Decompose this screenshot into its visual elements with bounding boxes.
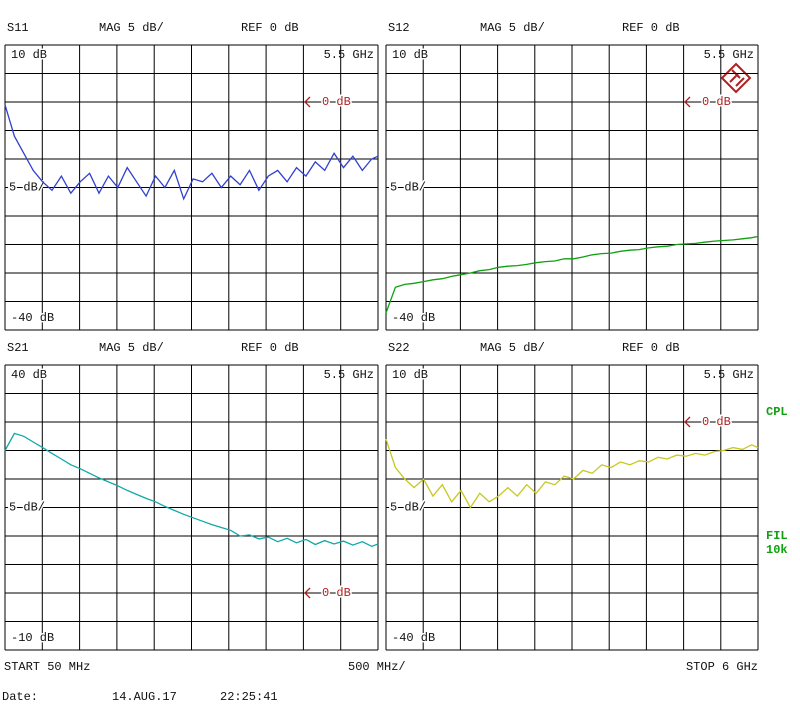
marker-label: 5.5 GHz	[324, 368, 374, 382]
logo	[720, 62, 752, 94]
y-tick-label: 10 dB	[392, 48, 428, 62]
start-label: START 50 MHz	[4, 660, 90, 674]
ref-label: 0 dB	[322, 95, 351, 109]
ref-label: 0 dB	[702, 415, 731, 429]
y-tick-label: -10 dB	[11, 631, 54, 645]
trace-name: S21	[7, 341, 29, 355]
y-tick-label: 10 dB	[392, 368, 428, 382]
y-tick-label: 10 dB	[11, 48, 47, 62]
trace-name: S22	[388, 341, 410, 355]
scale-header: MAG 5 dB/	[99, 341, 164, 355]
bw-label: 10k	[766, 543, 788, 557]
cpl-label: CPL	[766, 405, 788, 419]
ref-label: 0 dB	[322, 586, 351, 600]
date-label: Date:	[2, 690, 38, 704]
fil-label: FIL	[766, 529, 788, 543]
marker-label: 5.5 GHz	[324, 48, 374, 62]
stop-label: STOP 6 GHz	[686, 660, 758, 674]
ref-marker	[684, 96, 691, 108]
y-tick-label: -40 dB	[11, 311, 54, 325]
trace-name: S11	[7, 21, 29, 35]
ref-marker	[304, 587, 311, 599]
scale-label: 5 dB/	[9, 501, 45, 515]
ref-label: 0 dB	[702, 95, 731, 109]
marker-label: 5.5 GHz	[704, 48, 754, 62]
marker-label: 5.5 GHz	[704, 368, 754, 382]
time: 22:25:41	[220, 690, 278, 704]
trace	[385, 438, 759, 509]
ref-marker	[304, 96, 311, 108]
trace	[4, 104, 379, 201]
ref-header: REF 0 dB	[241, 21, 299, 35]
y-tick-label: 40 dB	[11, 368, 47, 382]
span-label: 500 MHz/	[348, 660, 406, 674]
scale-label: 5 dB/	[390, 501, 426, 515]
ref-marker	[684, 416, 691, 428]
y-tick-label: -40 dB	[392, 631, 435, 645]
ref-header: REF 0 dB	[622, 21, 680, 35]
date: 14.AUG.17	[112, 690, 177, 704]
trace-name: S12	[388, 21, 410, 35]
ref-header: REF 0 dB	[622, 341, 680, 355]
scale-header: MAG 5 dB/	[480, 21, 545, 35]
scale-header: MAG 5 dB/	[480, 341, 545, 355]
trace	[385, 235, 759, 314]
trace	[4, 432, 379, 548]
scale-label: 5 dB/	[9, 181, 45, 195]
ref-header: REF 0 dB	[241, 341, 299, 355]
scale-label: 5 dB/	[390, 181, 426, 195]
scale-header: MAG 5 dB/	[99, 21, 164, 35]
y-tick-label: -40 dB	[392, 311, 435, 325]
